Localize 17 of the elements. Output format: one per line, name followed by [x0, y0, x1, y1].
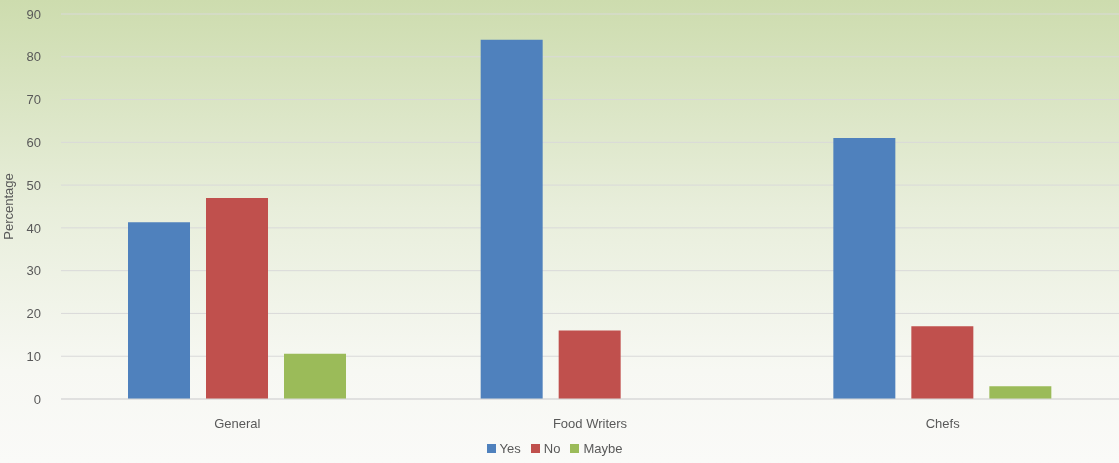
y-axis-title: Percentage: [0, 173, 16, 240]
y-tick-label: 40: [26, 220, 41, 236]
y-tick-label: 0: [33, 391, 41, 407]
x-tick-label: Food Writers: [552, 416, 628, 432]
legend-label: No: [543, 441, 561, 456]
y-tick-label: 30: [26, 263, 41, 279]
y-tick-label: 20: [26, 306, 41, 322]
legend-label: Yes: [499, 441, 521, 456]
y-tick-label: 70: [26, 92, 41, 108]
y-tick-label: 90: [26, 6, 41, 22]
y-tick-label: 60: [26, 134, 41, 150]
y-tick-label: 80: [26, 49, 41, 65]
x-tick-label: Chefs: [925, 416, 961, 432]
y-tick-label: 50: [26, 177, 41, 193]
y-tick-label: 10: [26, 348, 41, 364]
legend-label: Maybe: [583, 441, 623, 456]
x-tick-label: General: [214, 416, 261, 432]
